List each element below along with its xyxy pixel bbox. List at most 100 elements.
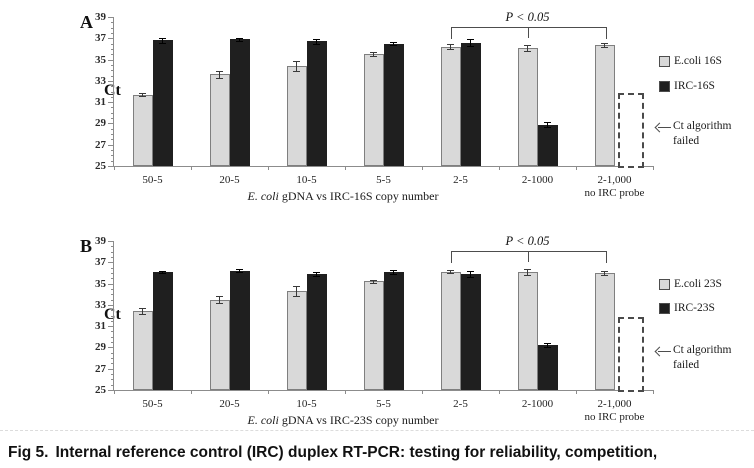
error-bar-cap-bottom: [370, 56, 377, 58]
y-axis-tick: [108, 102, 114, 104]
error-bar: [393, 269, 394, 274]
category-label: 5-5: [376, 174, 391, 186]
y-axis-tick: [108, 304, 114, 306]
y-axis-tick-label: 27: [95, 138, 106, 151]
y-axis-tick: [108, 17, 114, 18]
y-axis-tick: [111, 272, 114, 274]
bar-e-coli-23s: [132, 311, 153, 390]
legend-item-irc-16s: IRC-16S: [659, 80, 715, 92]
y-axis-tick-label: 29: [95, 117, 106, 130]
caption-text: Internal reference control (IRC) duplex …: [55, 444, 658, 461]
y-axis-tick: [108, 326, 114, 328]
y-axis-tick-label: 27: [95, 362, 106, 375]
significance-bracket: [450, 27, 607, 39]
y-axis-tick: [111, 310, 114, 312]
category-label: 5-5: [376, 398, 391, 410]
panel-a-y-axis-label: Ct: [104, 82, 121, 99]
bar-e-coli-16s: [440, 46, 461, 166]
y-axis-tick-label: 31: [95, 320, 106, 333]
bar-irc-23s: [229, 270, 250, 390]
category-label: 20-5: [219, 174, 240, 186]
annotation-text-line2: failed: [673, 135, 700, 147]
y-axis-tick: [111, 342, 114, 344]
figure-caption: Fig 5. Internal reference control (IRC) d…: [8, 444, 754, 462]
panel-b-x-axis-title: E. coli gDNA vs IRC-23S copy number: [113, 413, 573, 428]
error-bar-cap-bottom: [601, 275, 608, 277]
error-bar-cap-bottom: [601, 46, 608, 48]
error-bar-cap-top: [390, 269, 397, 271]
y-axis-tick: [111, 54, 114, 56]
y-axis-tick: [111, 139, 114, 141]
y-axis-tick-label: 33: [95, 298, 106, 311]
legend-label-ecoli-16s: E.coli 16S: [674, 55, 722, 67]
category-sublabel: no IRC probe: [584, 411, 645, 423]
panel-a-plot-area: 25 27 29 31 33 35 37 39 50-5 20-5 10-5 5-5 2-5 2-1000…: [95, 10, 654, 199]
legend-item-ecoli-23s: E.coli 23S: [659, 278, 722, 290]
bar-e-coli-16s: [517, 47, 538, 166]
bar-irc-16s: [537, 124, 558, 166]
y-axis-tick: [111, 43, 114, 45]
error-bar: [373, 52, 374, 57]
error-bar-cap-top: [159, 37, 166, 39]
y-axis-tick: [108, 241, 114, 242]
error-bar: [296, 286, 297, 296]
significance-bracket: [450, 251, 607, 263]
y-axis-tick-label: 35: [95, 277, 106, 290]
annotation-text-line2: failed: [673, 359, 700, 371]
y-axis-tick-label: 35: [95, 53, 106, 66]
error-bar: [604, 270, 605, 276]
error-bar-cap-top: [447, 44, 454, 46]
error-bar: [239, 37, 240, 41]
error-bar-cap-bottom: [293, 295, 300, 297]
x-axis-tick: [499, 166, 500, 170]
y-axis-tick: [108, 368, 114, 370]
y-axis-tick: [108, 123, 114, 125]
error-bar-cap-bottom: [313, 43, 320, 45]
category-label: 2-1,000: [597, 398, 632, 410]
category-label: 2-1000: [521, 398, 554, 410]
x-axis-tick: [576, 166, 577, 170]
bar-e-coli-16s: [286, 65, 307, 166]
y-axis-tick: [111, 278, 114, 280]
error-bar-cap-top: [601, 42, 608, 44]
error-bar-cap-top: [293, 286, 300, 288]
legend-label-irc-16s: IRC-16S: [674, 80, 715, 92]
bar-irc-23s: [537, 345, 558, 390]
missing-bar-dashed-box: [617, 316, 644, 392]
category-sublabel: no IRC probe: [584, 187, 645, 199]
x-axis-tick: [191, 166, 192, 170]
panel-b-letter: B: [80, 236, 93, 256]
panel-b-y-axis-label: Ct: [104, 306, 121, 323]
bar-irc-23s: [152, 271, 173, 390]
x-axis-tick: [114, 166, 115, 170]
y-axis-tick: [111, 91, 114, 93]
y-axis-tick: [111, 150, 114, 152]
y-axis-tick: [111, 352, 114, 354]
y-axis-tick: [108, 347, 114, 349]
x-axis-tick: [114, 390, 115, 394]
y-axis-tick: [108, 144, 114, 146]
bar-e-coli-23s: [286, 291, 307, 390]
y-axis-tick: [111, 70, 114, 72]
bar-irc-16s: [383, 43, 404, 166]
y-axis-tick-label: 37: [95, 256, 106, 269]
x-axis-tick: [268, 166, 269, 170]
category-label: 2-5: [453, 398, 468, 410]
y-axis-tick: [111, 384, 114, 386]
bar-irc-16s: [152, 40, 173, 166]
category-label: 50-5: [142, 398, 163, 410]
error-bar-cap-bottom: [236, 40, 243, 42]
error-bar: [547, 343, 548, 348]
y-axis-tick-label: 39: [95, 235, 106, 247]
caption-figure-number: Fig 5.: [8, 444, 49, 461]
y-axis-tick: [111, 256, 114, 258]
bar-e-coli-16s: [594, 44, 615, 166]
annotation-arrow-line: [658, 127, 671, 128]
y-axis-tick: [108, 166, 114, 167]
y-axis-tick: [111, 374, 114, 376]
bar-irc-16s: [460, 42, 481, 166]
error-bar: [547, 122, 548, 127]
bar-e-coli-23s: [363, 281, 384, 390]
error-bar-cap-top: [236, 269, 243, 271]
error-bar-cap-top: [159, 270, 166, 272]
